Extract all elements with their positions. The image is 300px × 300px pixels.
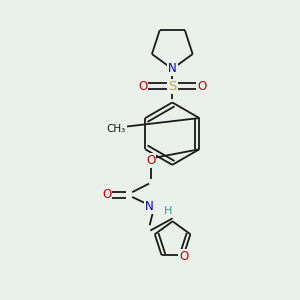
Text: N: N (168, 62, 177, 75)
Text: N: N (145, 200, 154, 213)
Text: S: S (168, 80, 176, 93)
Text: O: O (197, 80, 207, 93)
Text: H: H (164, 206, 172, 216)
Text: O: O (102, 188, 112, 201)
Text: O: O (138, 80, 147, 93)
Text: CH₃: CH₃ (107, 124, 126, 134)
Text: O: O (179, 250, 188, 262)
Text: O: O (146, 154, 155, 167)
